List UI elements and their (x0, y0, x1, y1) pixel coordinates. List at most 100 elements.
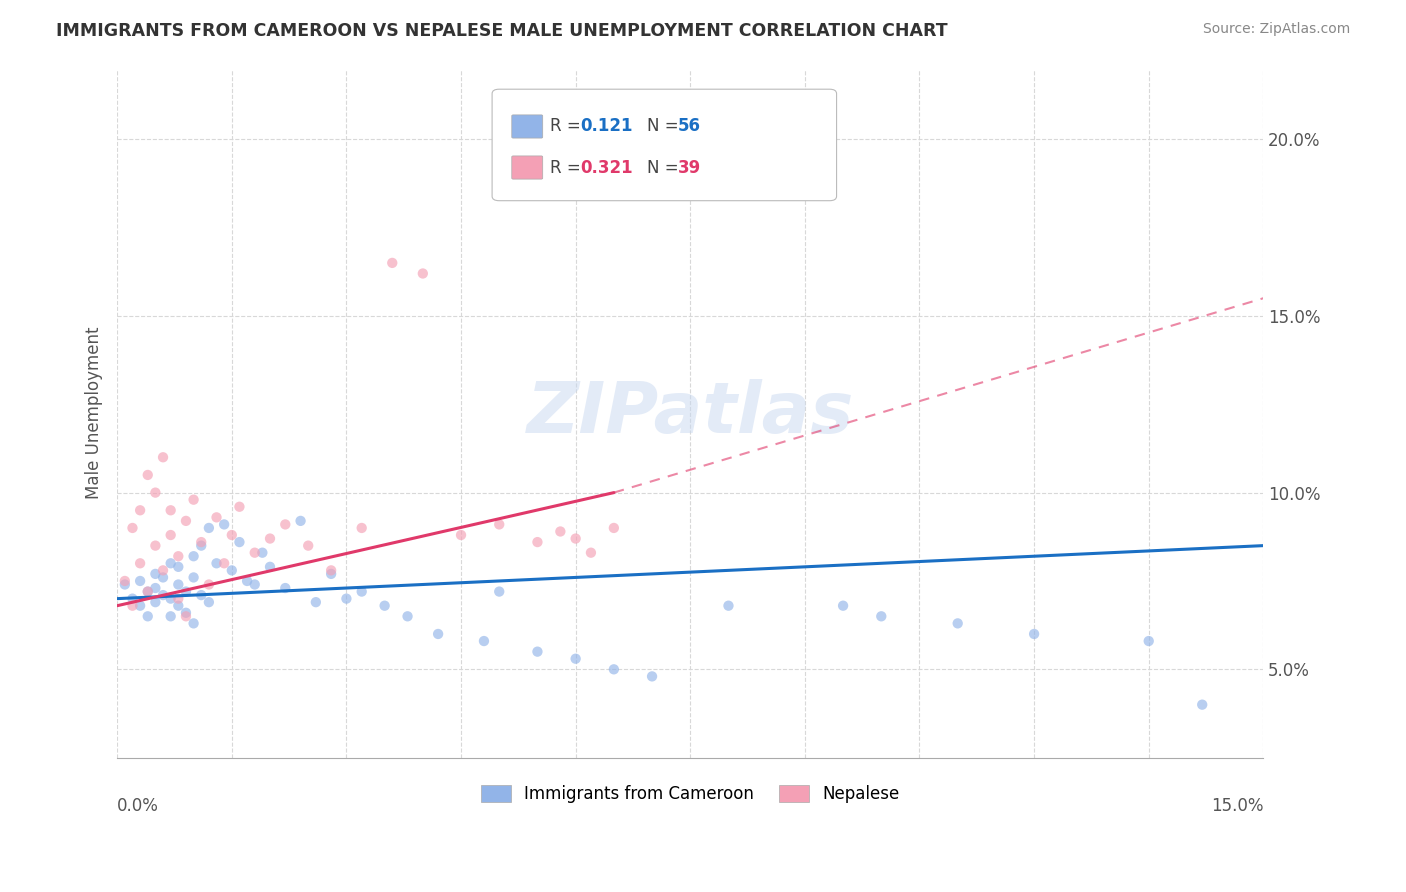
Point (488, 584, 510, 599)
Point (145, 566, 167, 581)
Point (167, 599, 190, 613)
Point (190, 535, 212, 549)
Point (198, 595, 221, 609)
Point (526, 645, 548, 659)
Point (152, 563, 174, 577)
Point (1137, 634, 1160, 648)
Point (381, 256, 404, 270)
Point (174, 514, 197, 528)
Point (335, 591, 357, 606)
Point (121, 591, 143, 606)
Point (236, 574, 259, 588)
Point (228, 500, 250, 514)
Point (472, 634, 495, 648)
Text: 0.321: 0.321 (581, 159, 633, 177)
Y-axis label: Male Unemployment: Male Unemployment (86, 326, 103, 500)
Point (350, 584, 373, 599)
Point (121, 599, 143, 613)
Text: 0.121: 0.121 (581, 118, 633, 136)
Point (526, 535, 548, 549)
Point (396, 609, 419, 624)
Point (412, 267, 434, 281)
Point (145, 539, 167, 553)
Point (167, 559, 190, 574)
Point (641, 669, 664, 683)
Point (427, 627, 450, 641)
Point (136, 584, 159, 599)
Point (152, 588, 174, 602)
Point (159, 503, 181, 517)
Legend: Immigrants from Cameroon, Nepalese: Immigrants from Cameroon, Nepalese (472, 777, 908, 812)
Point (167, 577, 190, 591)
Point (579, 546, 602, 560)
Point (129, 574, 152, 588)
Text: Source: ZipAtlas.com: Source: ZipAtlas.com (1202, 22, 1350, 37)
Point (114, 574, 136, 588)
Point (274, 517, 297, 532)
Point (259, 532, 281, 546)
Point (550, 524, 572, 539)
Text: 0.0%: 0.0% (117, 797, 159, 814)
Point (159, 556, 181, 570)
Point (152, 450, 174, 465)
Point (450, 528, 472, 542)
Text: 56: 56 (678, 118, 700, 136)
Point (129, 503, 152, 517)
Point (946, 616, 969, 631)
Text: ZIPatlas: ZIPatlas (527, 378, 853, 448)
Text: 39: 39 (678, 159, 702, 177)
Point (321, 566, 343, 581)
Point (129, 599, 152, 613)
Point (243, 577, 266, 591)
Point (121, 521, 143, 535)
Point (205, 510, 228, 524)
Point (221, 563, 243, 577)
Text: IMMIGRANTS FROM CAMEROON VS NEPALESE MALE UNEMPLOYMENT CORRELATION CHART: IMMIGRANTS FROM CAMEROON VS NEPALESE MAL… (56, 22, 948, 40)
Point (603, 521, 626, 535)
Text: N =: N = (647, 159, 683, 177)
Point (274, 581, 297, 595)
Point (321, 563, 343, 577)
Point (136, 584, 159, 599)
Point (114, 577, 136, 591)
Point (717, 599, 740, 613)
Point (205, 556, 228, 570)
Point (259, 559, 281, 574)
Point (152, 570, 174, 584)
Point (832, 599, 855, 613)
Point (564, 651, 586, 665)
Point (198, 521, 221, 535)
Point (374, 599, 396, 613)
Point (221, 528, 243, 542)
Point (228, 535, 250, 549)
Point (212, 517, 235, 532)
Point (305, 595, 328, 609)
Point (183, 549, 205, 564)
Point (174, 584, 197, 599)
Point (136, 467, 159, 482)
Point (167, 549, 190, 564)
Point (174, 609, 197, 624)
Point (1191, 698, 1213, 712)
Point (129, 556, 152, 570)
Point (190, 588, 212, 602)
Point (159, 591, 181, 606)
Point (145, 485, 167, 500)
Point (190, 539, 212, 553)
Point (290, 514, 312, 528)
Point (603, 662, 626, 676)
Point (297, 539, 319, 553)
Point (183, 492, 205, 507)
Point (159, 609, 181, 624)
Point (870, 609, 893, 624)
Point (159, 528, 181, 542)
Point (183, 616, 205, 631)
Point (488, 517, 510, 532)
Point (136, 609, 159, 624)
Point (252, 546, 274, 560)
Point (174, 606, 197, 620)
Text: 15.0%: 15.0% (1211, 797, 1264, 814)
Point (145, 595, 167, 609)
Point (350, 521, 373, 535)
Point (212, 556, 235, 570)
